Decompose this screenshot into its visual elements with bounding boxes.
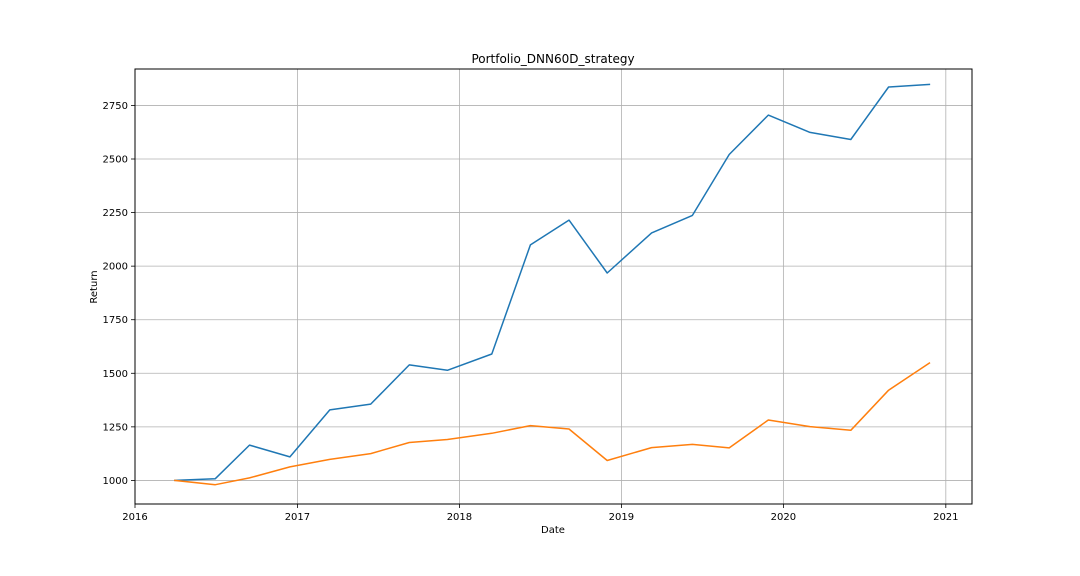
y-tick-label: 1000 <box>103 476 128 487</box>
y-tick-label: 2000 <box>103 262 128 273</box>
x-tick-label: 2016 <box>122 512 147 523</box>
series-lines <box>174 83 931 486</box>
plot-frame <box>134 68 973 505</box>
x-tick-label: 2021 <box>933 512 958 523</box>
y-tick-label: 1500 <box>103 369 128 380</box>
y-tick-label: 2250 <box>103 208 128 219</box>
x-tick-label: 2019 <box>609 512 634 523</box>
y-tick-label: 1750 <box>103 315 128 326</box>
y-tick-label: 2750 <box>103 101 128 112</box>
grid-lines <box>134 69 972 504</box>
x-axis: 2016 2017 2018 2019 2020 2021 <box>122 504 959 523</box>
x-tick-label: 2017 <box>285 512 310 523</box>
series-line-2 <box>174 361 931 486</box>
series-line-1 <box>174 83 931 482</box>
y-tick-label: 1250 <box>103 422 128 433</box>
chart-title: Portfolio_DNN60D_strategy <box>471 52 634 66</box>
y-axis-label: Return <box>89 270 100 303</box>
y-axis: 1000 1250 1500 1750 2000 2250 2500 2750 <box>103 101 135 487</box>
x-tick-label: 2018 <box>447 512 472 523</box>
x-tick-label: 2020 <box>771 512 796 523</box>
x-axis-label: Date <box>541 525 565 536</box>
y-tick-label: 2500 <box>103 155 128 166</box>
